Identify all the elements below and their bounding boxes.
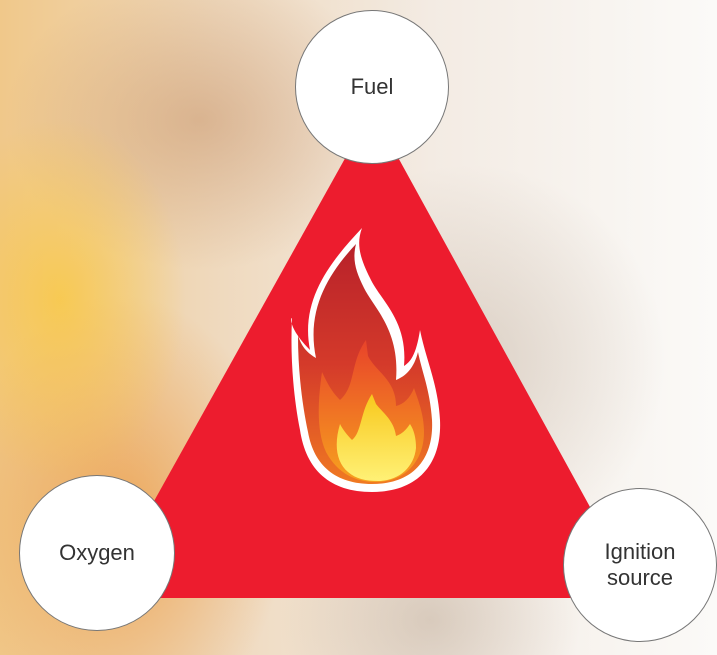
node-label: Ignition source — [604, 539, 676, 590]
node-circle: Fuel — [295, 10, 449, 164]
node-label: Fuel — [350, 74, 394, 99]
node-circle: Ignition source — [563, 488, 717, 642]
flame — [291, 228, 441, 492]
node-label: Oxygen — [59, 540, 135, 565]
node-circle: Oxygen — [19, 475, 175, 631]
